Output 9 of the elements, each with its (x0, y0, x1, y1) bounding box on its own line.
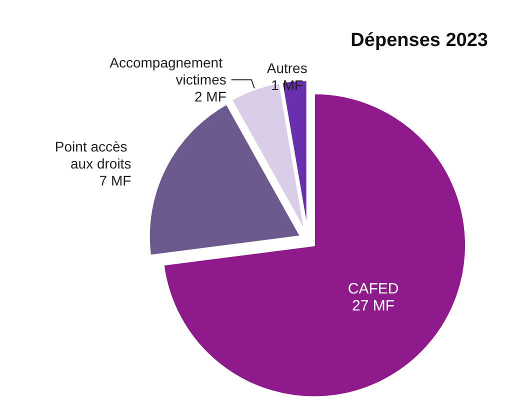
data-label: 27 MF (352, 297, 395, 314)
chart-title: Dépenses 2023 (350, 30, 488, 51)
slice-label: Accompagnement victimes (110, 54, 226, 88)
data-label: 7 MF (99, 172, 132, 188)
data-label: 2 MF (194, 88, 226, 105)
data-label: 1 MF (271, 77, 304, 94)
slice-label: CAFED (348, 280, 399, 298)
slice-label: Autres (266, 60, 308, 76)
slice-label: Point accès aux droits (54, 138, 132, 172)
